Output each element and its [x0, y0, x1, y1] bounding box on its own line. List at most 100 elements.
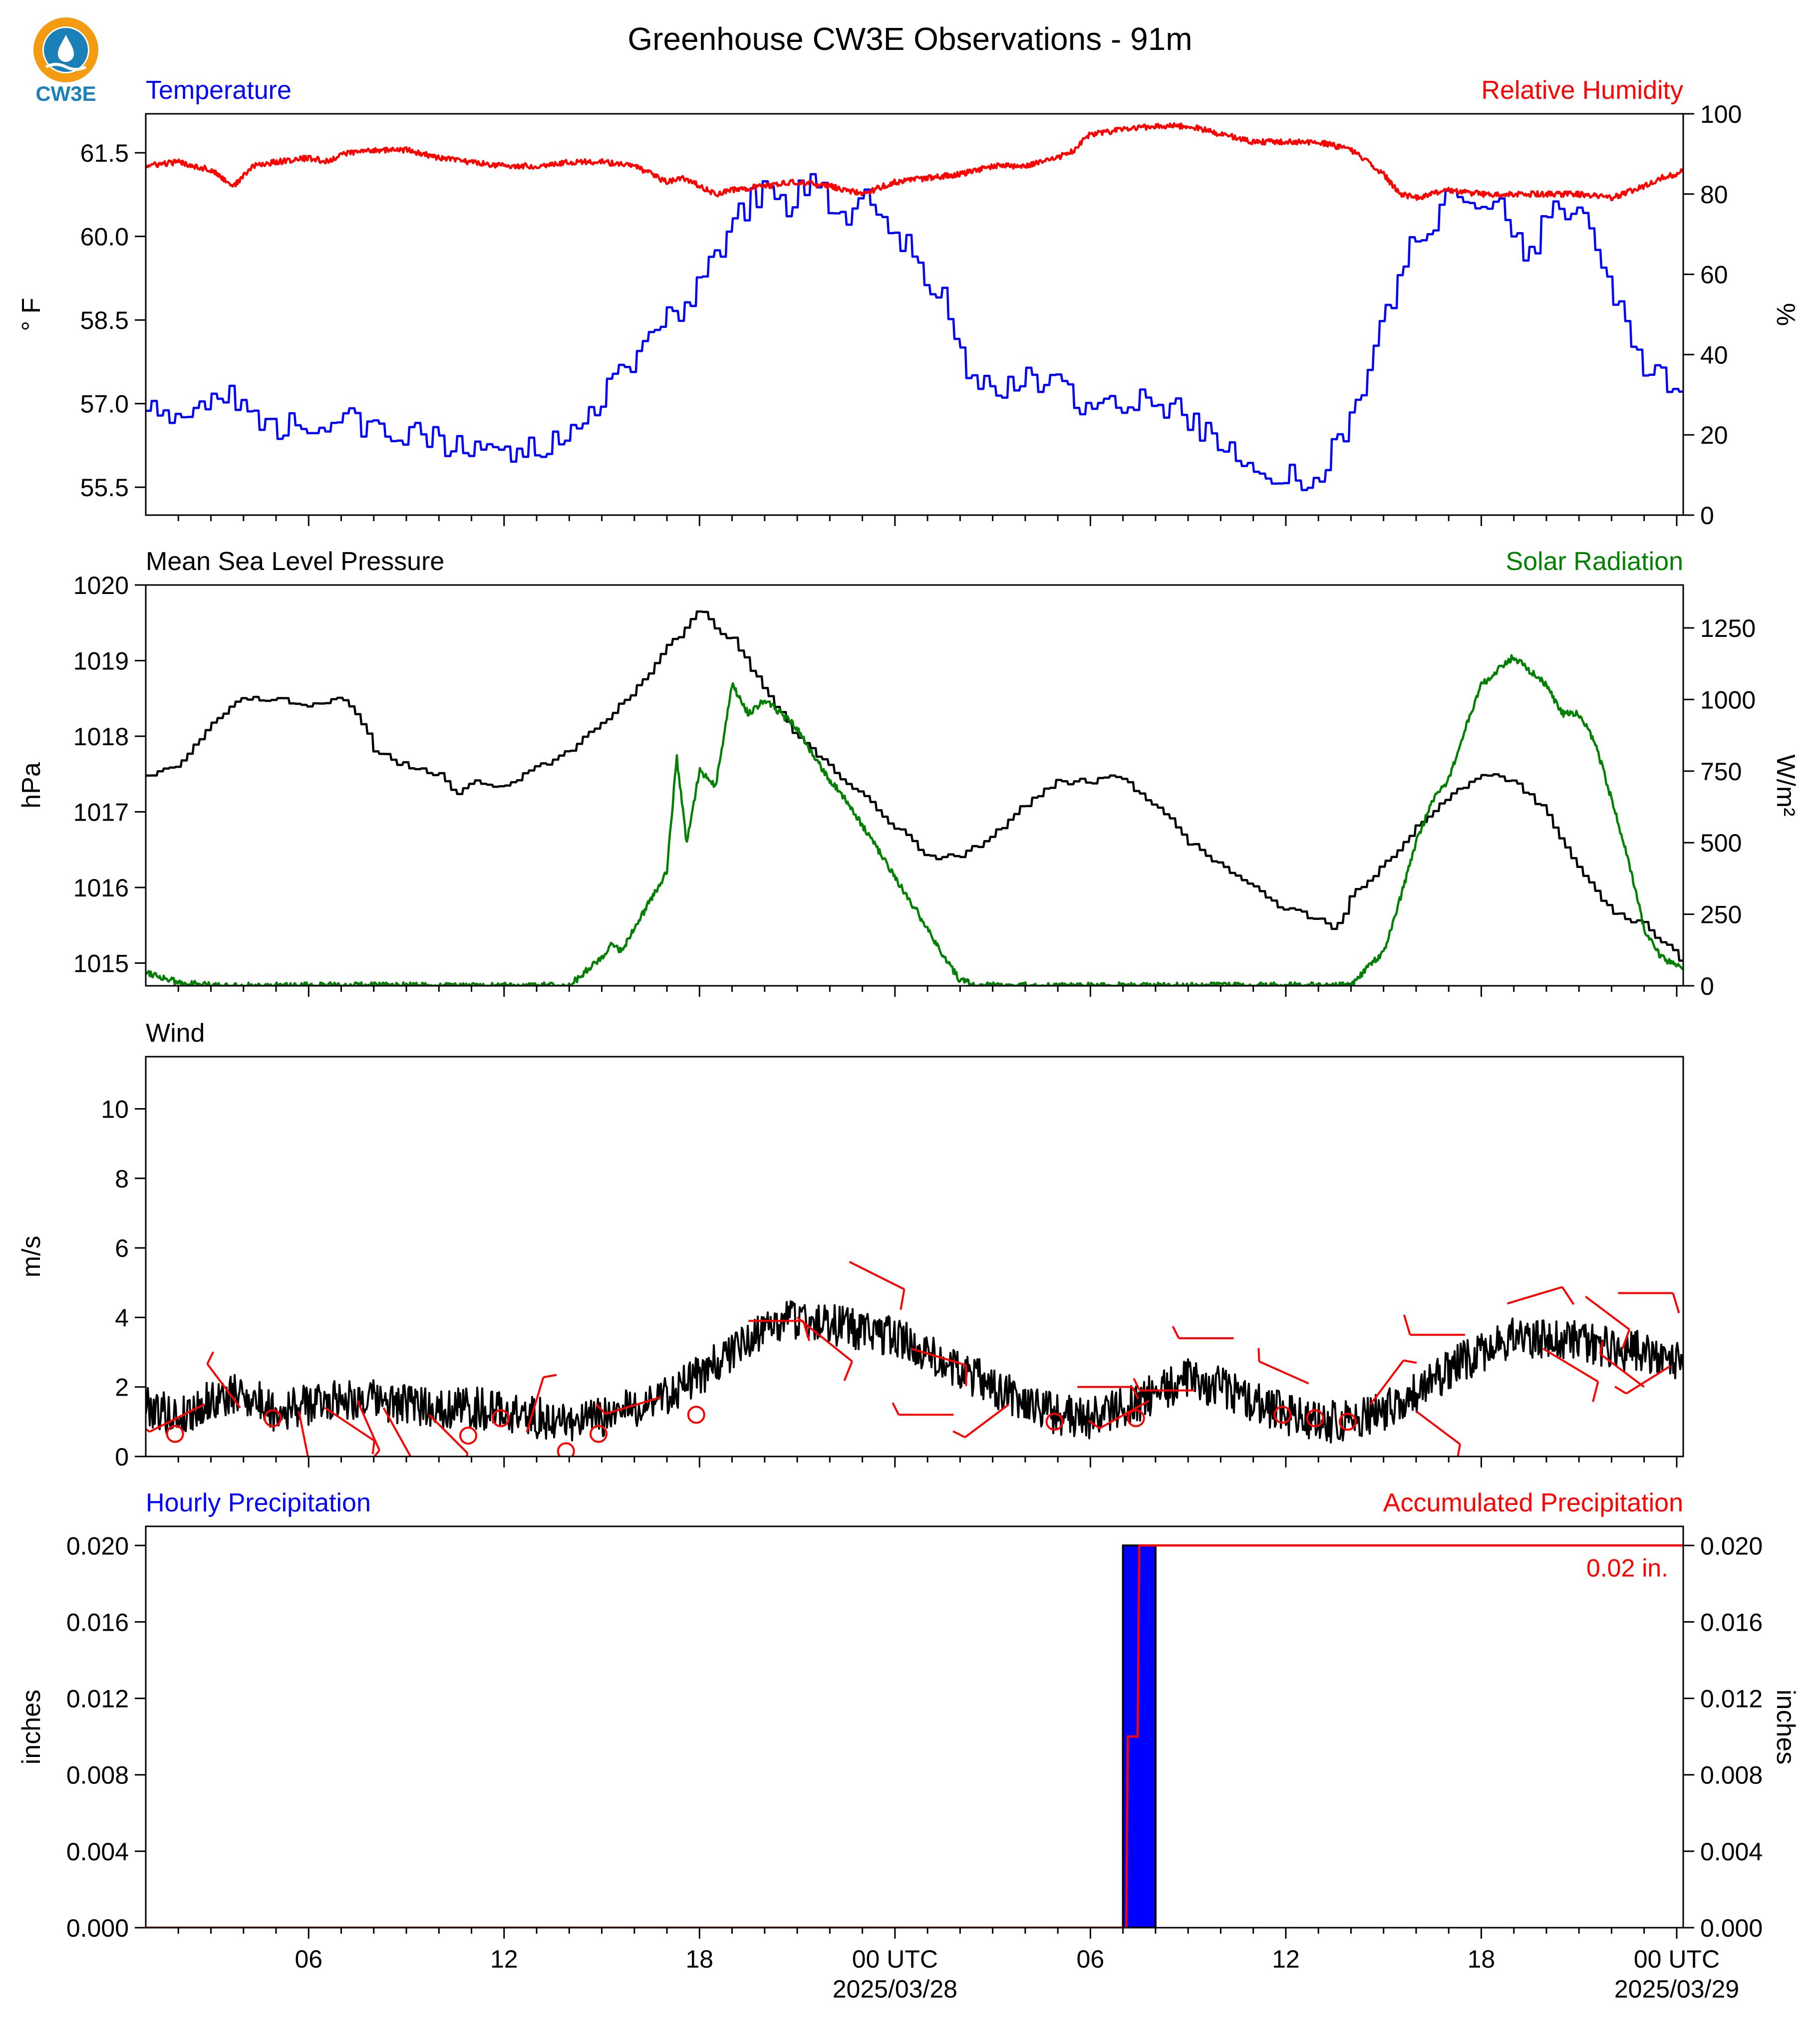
pressure-line: [146, 610, 1683, 962]
wind-barb: [892, 1402, 954, 1416]
y-right-axis-label: W/m²: [1771, 754, 1800, 816]
x-tick-label: 06: [1077, 1945, 1105, 1973]
wind-barb-calm: [557, 1442, 575, 1456]
y-tick-label: 6: [115, 1234, 129, 1262]
y-right-tick-label: 40: [1700, 341, 1728, 369]
y-right-tick-label: 500: [1700, 829, 1742, 857]
y-axis-label: hPa: [17, 762, 46, 809]
wind-speed-line: [146, 1300, 1683, 1444]
y-tick-label: 0.004: [66, 1838, 129, 1866]
y-tick-label: 2: [115, 1374, 129, 1402]
wind-barb: [298, 1411, 309, 1456]
wind-barb-calm: [166, 1425, 184, 1443]
y-axis-label: inches: [17, 1690, 46, 1764]
plot-frame: [145, 584, 1684, 987]
wind-barb: [1614, 1365, 1671, 1395]
y-right-tick-label: 250: [1700, 901, 1742, 929]
wind-barb: [428, 1414, 469, 1456]
wind-barb-calm: [1338, 1413, 1357, 1431]
wind-barb: [1088, 1400, 1150, 1430]
panel-title-right: Relative Humidity: [1481, 76, 1683, 105]
wind-barb-calm: [1273, 1406, 1292, 1424]
y-right-tick-label: 750: [1700, 758, 1742, 786]
plot-content: [146, 1544, 1683, 1928]
solar-radiation-line: [146, 654, 1683, 986]
wind-barb: [1415, 1410, 1461, 1456]
y-right-tick-label: 0.000: [1700, 1914, 1763, 1942]
y-right-tick-label: 0: [1700, 972, 1714, 1000]
y-right-tick-label: 0: [1700, 502, 1714, 530]
y-tick-label: 0.000: [66, 1914, 129, 1942]
y-right-tick-label: 20: [1700, 421, 1728, 449]
panel-title-right: Solar Radiation: [1506, 547, 1683, 576]
wind-barb: [1507, 1286, 1575, 1305]
cw3e-logo: CW3E: [33, 17, 98, 105]
y-tick-label: 55.5: [80, 474, 129, 502]
wind-barb: [1172, 1326, 1234, 1340]
y-right-tick-label: 0.020: [1700, 1532, 1763, 1560]
wind-barb: [910, 1348, 967, 1386]
wind-barb-calm: [590, 1425, 608, 1443]
y-tick-label: 0.012: [66, 1685, 129, 1713]
panel-title-right: Accumulated Precipitation: [1383, 1488, 1683, 1517]
panel-title-left: Temperature: [146, 76, 292, 105]
y-tick-label: 1015: [73, 950, 129, 978]
wind-barb: [1403, 1314, 1465, 1336]
y-tick-label: 0: [115, 1443, 129, 1471]
wind-barb: [1585, 1296, 1631, 1350]
y-tick-label: 0.008: [66, 1761, 129, 1789]
plot-area: [146, 1526, 1683, 1928]
panel-4: Hourly Precipitation Accumulated Precipit…: [17, 1488, 1800, 2003]
y-right-axis-label: inches: [1771, 1690, 1800, 1764]
y-right-axis-label: %: [1771, 303, 1800, 326]
wind-barb: [146, 1403, 205, 1433]
plot-content: [146, 122, 1683, 492]
plot-frame: [145, 1056, 1684, 1457]
panel-3: Wind 0 2 4 6 8 10 m/s: [17, 1019, 1684, 1471]
y-right-tick-label: 60: [1700, 261, 1728, 289]
plot-frame: [145, 113, 1684, 516]
y-tick-label: 1019: [73, 647, 129, 675]
logo-droplet-icon: [58, 35, 74, 62]
y-right-tick-label: 0.012: [1700, 1685, 1763, 1713]
x-tick-label: 18: [1468, 1945, 1496, 1973]
y-tick-label: 8: [115, 1165, 129, 1193]
accumulated-precip-line: [146, 1544, 1683, 1928]
x-date-label: 2025/03/28: [833, 1975, 957, 2003]
wind-barb: [796, 1316, 853, 1381]
accumulated-precip-annotation: 0.02 in.: [1586, 1554, 1668, 1582]
wind-barb: [1599, 1340, 1645, 1388]
y-axis-label: m/s: [17, 1236, 46, 1278]
logo-text: CW3E: [35, 82, 96, 105]
temperature-line: [146, 173, 1683, 492]
wind-barb-calm: [492, 1409, 510, 1428]
panel-1: Temperature Relative Humidity 55.5 57.0 58.5…: [17, 76, 1800, 530]
wind-barb: [1133, 1378, 1195, 1392]
y-tick-label: 58.5: [80, 306, 129, 334]
plot-frame: [145, 1525, 1684, 1929]
y-tick-label: 57.0: [80, 390, 129, 418]
y-right-tick-label: 100: [1700, 100, 1742, 128]
wind-barb: [324, 1407, 375, 1454]
plot-content: [146, 610, 1683, 986]
x-date-label: 2025/03/29: [1614, 1975, 1739, 2003]
plot-content: [146, 1261, 1683, 1456]
y-tick-label: 1018: [73, 723, 129, 751]
wind-barb: [1369, 1359, 1417, 1405]
x-tick-label: 00 UTC: [852, 1945, 938, 1973]
x-tick-label: 12: [1272, 1945, 1300, 1973]
x-tick-label: 18: [686, 1945, 714, 1973]
logo-ring: [33, 17, 98, 82]
wind-barb: [1257, 1348, 1309, 1385]
y-tick-label: 1016: [73, 874, 129, 902]
wind-barb: [596, 1396, 661, 1415]
wind-barb: [1542, 1348, 1599, 1403]
y-right-tick-label: 80: [1700, 181, 1728, 209]
humidity-line: [146, 122, 1683, 202]
y-tick-label: 60.0: [80, 223, 129, 251]
y-right-tick-label: 1250: [1700, 614, 1756, 642]
wind-barb-calm: [687, 1406, 705, 1424]
wind-barb: [1077, 1386, 1140, 1400]
y-tick-label: 10: [101, 1095, 129, 1123]
